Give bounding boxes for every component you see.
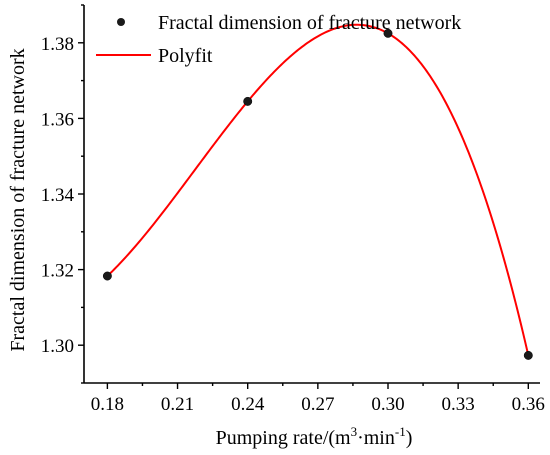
y-tick-label: 1.34 <box>41 185 75 206</box>
x-tick-label: 0.33 <box>442 394 475 415</box>
data-points <box>102 28 533 360</box>
x-tick-label: 0.21 <box>161 394 194 415</box>
legend-marker-scatter <box>117 18 125 26</box>
y-tick-label: 1.38 <box>41 34 74 55</box>
x-tick-label: 0.36 <box>512 394 545 415</box>
x-axis-ticks: 0.18 0.21 0.24 0.27 0.30 0.33 0.36 <box>91 383 545 415</box>
data-point <box>102 271 112 281</box>
x-tick-label: 0.18 <box>91 394 124 415</box>
legend-label-polyfit: Polyfit <box>158 45 213 67</box>
data-point <box>243 96 253 106</box>
x-axis-title-mid: ·min <box>357 427 395 449</box>
legend: Fractal dimension of fracture network Po… <box>96 12 461 67</box>
y-axis-ticks: 1.30 1.32 1.34 1.36 1.38 <box>41 4 84 384</box>
y-axis-title: Fractal dimension of fracture network <box>7 48 29 351</box>
x-tick-label: 0.24 <box>231 394 265 415</box>
x-axis-title-sup1: 3 <box>351 424 358 439</box>
legend-label-scatter: Fractal dimension of fracture network <box>158 12 461 34</box>
polyfit-line <box>106 23 530 356</box>
y-tick-label: 1.32 <box>41 261 74 282</box>
x-axis-title: Pumping rate/(m3·min-1) <box>216 424 413 449</box>
y-tick-label: 1.36 <box>41 109 74 130</box>
data-point <box>383 28 393 38</box>
x-axis-title-main: Pumping rate/(m <box>216 427 351 449</box>
y-tick-label: 1.30 <box>41 336 74 357</box>
x-tick-label: 0.30 <box>371 394 404 415</box>
x-axis-title-end: ) <box>406 427 413 449</box>
axes <box>83 5 540 384</box>
data-point <box>523 350 533 360</box>
x-axis-title-sup2: -1 <box>395 424 406 439</box>
x-tick-label: 0.27 <box>301 394 334 415</box>
